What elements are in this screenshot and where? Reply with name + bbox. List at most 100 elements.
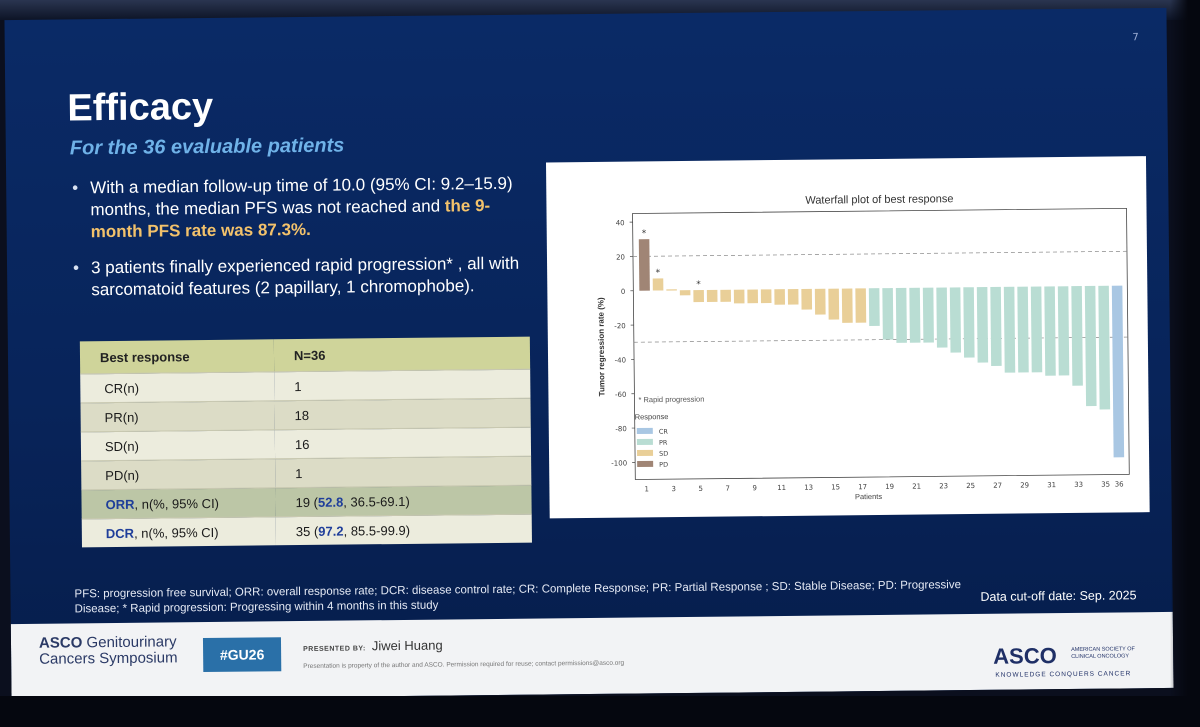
- waterfall-bar: [1030, 286, 1043, 373]
- waterfall-bar: [1111, 285, 1125, 458]
- y-tick-label: 20: [616, 254, 625, 262]
- waterfall-bar: [895, 287, 907, 343]
- x-tick-label: 1: [644, 485, 649, 493]
- x-tick-label: 3: [671, 485, 676, 493]
- waterfall-bar: [963, 287, 975, 358]
- legend-label: PD: [659, 461, 668, 469]
- legend-label: SD: [659, 450, 668, 458]
- waterfall-bar: [1057, 286, 1070, 376]
- dcr-label-rest: , n(%, 95% CI): [133, 524, 219, 541]
- x-tick-label: 33: [1074, 481, 1083, 489]
- waterfall-bar: [828, 288, 840, 320]
- table-cell: ORR, n(%, 95% CI): [81, 487, 276, 519]
- legend-label: CR: [659, 428, 669, 436]
- y-tick-label: -40: [615, 356, 627, 364]
- waterfall-bar: [1017, 286, 1029, 373]
- symposium-logo: ASCO Genitourinary Cancers Symposium: [38, 633, 178, 668]
- waterfall-bar: [1003, 286, 1016, 373]
- x-tick-label: 11: [777, 484, 786, 492]
- table-row: SD(n) 16: [80, 427, 532, 461]
- waterfall-bar: [936, 287, 948, 348]
- asco-logo-society: AMERICAN SOCIETY OF CLINICAL ONCOLOGY: [1071, 646, 1135, 660]
- asco-logo-tagline: KNOWLEDGE CONQUERS CANCER: [995, 670, 1132, 679]
- dcr-n: 35 (: [295, 523, 319, 539]
- waterfall-bar: [841, 288, 853, 323]
- legend-title: Response: [635, 412, 669, 421]
- waterfall-bar: [909, 287, 921, 343]
- waterfall-chart-panel: Waterfall plot of best response 40 20 0 -20 -…: [545, 156, 1150, 519]
- waterfall-bar: [693, 290, 704, 303]
- table-row: PD(n) 1: [81, 456, 532, 490]
- x-tick-label: 17: [858, 483, 867, 491]
- y-tick-label: -60: [615, 391, 627, 399]
- x-tick-label: 9: [752, 484, 757, 492]
- waterfall-bar: [1098, 285, 1111, 410]
- waterfall-bar: [976, 287, 989, 363]
- bullet-pfs: With a median follow-up time of 10.0 (95…: [68, 173, 539, 244]
- x-tick-label: 23: [939, 482, 948, 490]
- y-tick-label: -100: [611, 459, 627, 467]
- waterfall-bar: [733, 289, 745, 304]
- data-cutoff: Data cut-off date: Sep. 2025: [980, 588, 1137, 604]
- reference-line: [633, 336, 1128, 343]
- legend-swatch: [636, 427, 653, 435]
- table-cell: 1: [275, 456, 532, 488]
- x-tick-label: 29: [1020, 481, 1029, 489]
- screen-edge-shadow: [1170, 0, 1200, 727]
- asco-logo: ASCO AMERICAN SOCIETY OF CLINICAL ONCOLO…: [993, 642, 1153, 688]
- x-tick-label: 35: [1101, 481, 1110, 489]
- table-header-row: Best response N=36: [79, 336, 531, 374]
- asco-logo-word: ASCO: [993, 643, 1057, 669]
- waterfall-bar: [787, 289, 799, 305]
- slide: 7 Efficacy For the 36 evaluable patients…: [4, 7, 1174, 701]
- symposium-logo-line2: Cancers Symposium: [39, 649, 178, 668]
- rapid-progression-note: * Rapid progression: [638, 395, 704, 405]
- table-cell: 1: [274, 369, 531, 401]
- slide-number: 7: [1132, 32, 1139, 44]
- waterfall-bar: [706, 289, 718, 303]
- legend-label: PR: [659, 439, 668, 447]
- orr-label: ORR: [105, 496, 135, 512]
- plot-frame: [632, 207, 1130, 480]
- table-row: CR(n) 1: [80, 369, 531, 403]
- rapid-progression-marker: *: [656, 268, 661, 278]
- rapid-progression-marker: *: [642, 229, 647, 239]
- x-tick-label: 31: [1047, 481, 1056, 489]
- orr-label-rest: , n(%, 95% CI): [134, 495, 220, 512]
- room-background: [0, 696, 1200, 727]
- x-tick-label: 13: [804, 484, 813, 492]
- table-row-orr: ORR, n(%, 95% CI) 19 (52.8, 36.5-69.1): [81, 485, 532, 519]
- x-axis-label: Patients: [855, 492, 882, 501]
- dcr-pct: 97.2: [318, 523, 344, 539]
- legend-swatch: [637, 460, 654, 468]
- dcr-label: DCR: [105, 525, 135, 541]
- waterfall-bar: [760, 289, 772, 304]
- table-row-dcr: DCR, n(%, 95% CI) 35 (97.2, 85.5-99.9): [81, 514, 532, 548]
- orr-n: 19 (: [295, 494, 319, 510]
- y-tick-label: -20: [614, 322, 626, 330]
- symposium-logo-asco: ASCO: [38, 634, 83, 652]
- legend-swatch: [636, 438, 653, 446]
- table-cell: SD(n): [80, 429, 276, 461]
- table-header-cell: N=36: [273, 336, 531, 372]
- slide-subtitle: For the 36 evaluable patients: [69, 134, 345, 160]
- footer-bar: ASCO Genitourinary Cancers Symposium #GU…: [10, 611, 1174, 701]
- table-cell: 18: [274, 398, 531, 430]
- table-row: PR(n) 18: [80, 398, 531, 432]
- dcr-ci: , 85.5-99.9): [343, 522, 411, 539]
- waterfall-bar: [855, 288, 867, 323]
- y-tick-label: -80: [615, 425, 627, 433]
- bullet-rapid-progression: 3 patients finally experienced rapid pro…: [69, 253, 539, 302]
- waterfall-bar: [882, 288, 894, 340]
- footnote: PFS: progression free survival; ORR: ove…: [74, 579, 962, 616]
- x-tick-label: 36: [1115, 480, 1125, 488]
- x-tick-label: 7: [725, 485, 730, 493]
- waterfall-bar: [679, 290, 691, 296]
- waterfall-bar: [949, 287, 962, 353]
- x-tick-label: 25: [966, 482, 975, 490]
- table-cell: 35 (97.2, 85.5-99.9): [275, 514, 532, 546]
- table-header-cell: Best response: [79, 339, 275, 374]
- waterfall-bar: [1044, 286, 1056, 376]
- table-cell: 16: [274, 427, 532, 459]
- presenter-name: Jiwei Huang: [371, 637, 443, 654]
